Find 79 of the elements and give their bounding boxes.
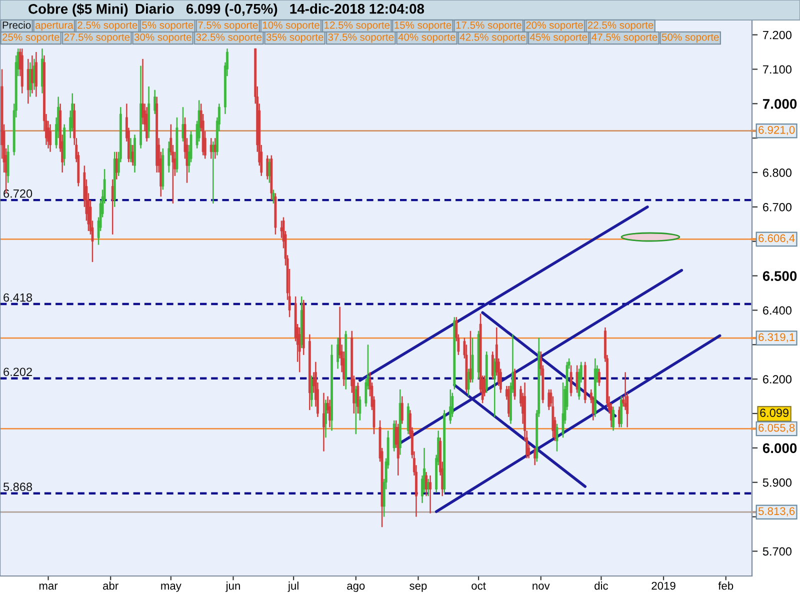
ref-line-label: 6.921,0 bbox=[758, 126, 795, 136]
annotation: 40% soporte bbox=[398, 33, 456, 43]
annotation: 12.5% soporte bbox=[324, 21, 390, 31]
candlestick bbox=[467, 368, 470, 397]
annotation: 27.5% soporte bbox=[64, 33, 130, 43]
x-tick-label: jul bbox=[288, 582, 298, 592]
candlestick bbox=[612, 406, 614, 432]
candlestick bbox=[570, 364, 572, 397]
candlestick bbox=[449, 388, 452, 424]
candlestick bbox=[336, 337, 340, 370]
y-tick-label: 7.200 bbox=[763, 30, 792, 40]
candlestick bbox=[272, 189, 275, 204]
candlestick bbox=[154, 89, 156, 115]
annotation: 30% soporte bbox=[134, 33, 192, 43]
annotation: 47.5% soporte bbox=[592, 34, 658, 43]
candlestick bbox=[168, 140, 170, 174]
candlestick bbox=[556, 423, 558, 452]
candlestick bbox=[425, 471, 428, 497]
candlestick bbox=[598, 368, 600, 387]
candlestick bbox=[358, 396, 362, 422]
annotation: 20% soporte bbox=[526, 21, 583, 31]
ref-line-label: 6.720 bbox=[4, 189, 32, 198]
y-tick-label: 6.700 bbox=[763, 202, 792, 212]
x-tick-label: ago bbox=[347, 584, 365, 592]
annotation: 2.5% soporte bbox=[78, 21, 138, 31]
y-tick-label: 5.700 bbox=[762, 547, 792, 556]
candlestick bbox=[324, 399, 327, 438]
ref-line-label: 6.202 bbox=[4, 368, 32, 376]
annotation: 22.5% soporte bbox=[588, 21, 654, 31]
annotation: 45% soporte bbox=[530, 34, 587, 43]
annotation: 25% soporte bbox=[2, 33, 60, 43]
candlestick bbox=[49, 124, 52, 152]
annotation: 15% soporte bbox=[394, 22, 452, 31]
y-tick-label: 5.900 bbox=[762, 478, 792, 487]
candlestick bbox=[356, 382, 360, 414]
annotation: 10% soporte bbox=[262, 21, 320, 31]
annotation: 17.5% soporte bbox=[456, 22, 522, 31]
candlestick bbox=[400, 396, 404, 424]
candlestick bbox=[129, 137, 132, 163]
ref-line-label: 6.606,4 bbox=[758, 234, 795, 244]
y-tick-label: 6.800 bbox=[763, 168, 792, 177]
annotation: Precio bbox=[2, 21, 31, 29]
x-tick-label: feb bbox=[718, 582, 734, 590]
ref-line-label: 6.319,1 bbox=[758, 333, 795, 342]
annotation: 5% soporte bbox=[142, 22, 194, 31]
y-tick-label: 7.100 bbox=[763, 65, 792, 74]
x-tick-label: mar bbox=[39, 584, 58, 590]
x-tick-label: 2019 bbox=[652, 582, 676, 590]
annotation: apertura bbox=[35, 22, 74, 31]
candlestick bbox=[562, 382, 564, 438]
y-tick-label: 6.200 bbox=[763, 375, 792, 384]
ref-line-label: 5.868 bbox=[3, 482, 32, 492]
candlestick bbox=[310, 375, 313, 408]
y-tick-label: 7.000 bbox=[763, 98, 797, 109]
x-tick-label: jun bbox=[226, 582, 240, 592]
x-tick-label: may bbox=[161, 584, 182, 592]
ref-line-label: 5.813,6 bbox=[758, 507, 795, 516]
annotation: 50% soporte bbox=[662, 33, 719, 43]
annotation: 7.5% soporte bbox=[198, 22, 258, 31]
ref-line-label: 6.418 bbox=[4, 293, 32, 302]
x-tick-label: dic bbox=[594, 582, 608, 590]
text: 6.099 bbox=[760, 408, 789, 418]
x-tick-label: sep bbox=[410, 584, 427, 592]
y-tick-label: 6.000 bbox=[762, 443, 797, 454]
annotation: 32.5% soporte bbox=[196, 33, 262, 43]
chart-title: Cobre ($5 Mini) bbox=[28, 3, 128, 17]
candlestick bbox=[429, 474, 432, 514]
ref-line-label: 6.055,8 bbox=[758, 424, 795, 434]
chart-subtitle: Diario 6.099 (-0,75%) 14-dic-2018 12:04:08 bbox=[136, 4, 424, 16]
y-tick-label: 6.500 bbox=[762, 271, 797, 281]
annotation: 42.5% soporte bbox=[460, 33, 526, 43]
annotation: 37.5% soporte bbox=[328, 33, 394, 43]
x-tick-label: abr bbox=[103, 582, 118, 590]
x-tick-label: oct bbox=[472, 582, 486, 590]
x-tick-label: nov bbox=[532, 584, 550, 590]
y-tick-label: 6.400 bbox=[763, 306, 792, 315]
annotation: 35% soporte bbox=[266, 33, 324, 43]
candlestick bbox=[322, 392, 325, 452]
candlestick bbox=[493, 358, 496, 418]
